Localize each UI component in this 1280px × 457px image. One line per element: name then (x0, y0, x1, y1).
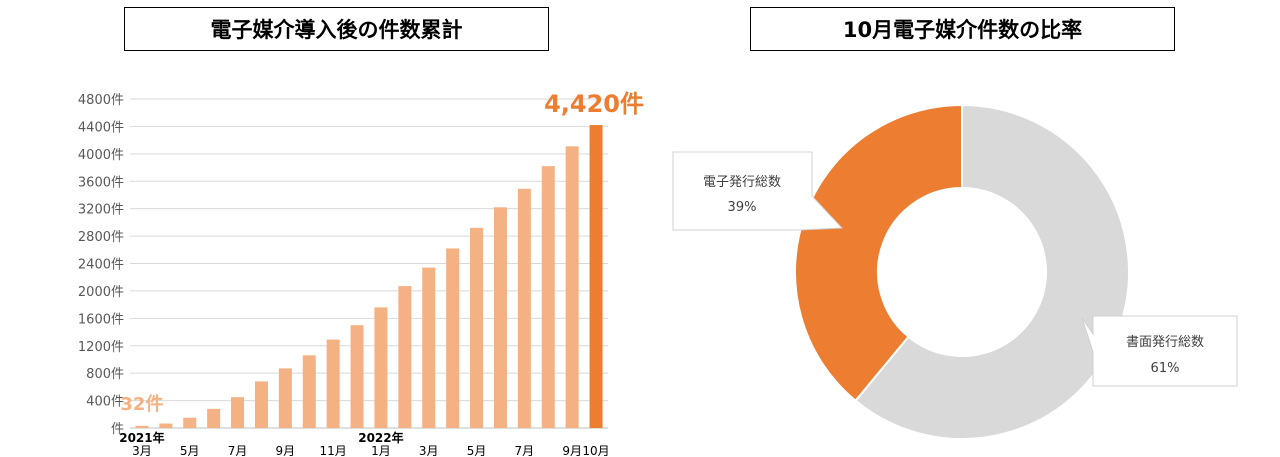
y-tick-label: 1200件 (78, 340, 124, 355)
year-label: 2022年 (358, 430, 403, 445)
donut-slice-paper (854, 103, 1130, 440)
x-tick-label: 9月 (562, 444, 582, 457)
bar (422, 267, 436, 428)
y-tick-label: 4800件 (78, 93, 124, 108)
callout-paper (1081, 315, 1238, 387)
first-value-label: 32件 (120, 393, 163, 415)
y-tick-label: 4000件 (78, 148, 124, 163)
donut-callouts: 電子発行総数 39% 書面発行総数 61% (672, 151, 1238, 387)
x-tick-label: 7月 (515, 444, 535, 457)
y-tick-label: 2800件 (78, 230, 124, 245)
y-tick-label: 3600件 (78, 175, 124, 190)
callout-electronic-value: 39% (728, 200, 757, 215)
x-tick-label: 3月 (419, 444, 439, 457)
donut-chart (793, 103, 1130, 440)
donut-slice-electronic (793, 103, 963, 403)
bar (159, 423, 173, 428)
y-tick-label: 1600件 (78, 312, 124, 327)
callout-paper-label: 書面発行総数 (1126, 335, 1204, 350)
callout-paper-value: 61% (1151, 361, 1180, 376)
bar (326, 339, 340, 428)
x-tick-label: 9月 (276, 444, 296, 457)
bar-y-axis: 件 400件 800件 1200件 1600件 2000件 2400件 2800件 3200件 3… (78, 93, 124, 437)
x-tick-label: 5月 (467, 444, 487, 457)
bar (207, 408, 221, 428)
year-label: 2021年 (119, 430, 164, 445)
bar (517, 188, 531, 428)
y-tick-label: 4400件 (78, 120, 124, 135)
y-tick-label: 件 (111, 422, 124, 437)
bar (493, 207, 507, 428)
x-tick-label: 7月 (228, 444, 248, 457)
bar (254, 381, 268, 428)
bar (183, 417, 197, 428)
y-tick-label: 2400件 (78, 258, 124, 273)
y-tick-label: 800件 (86, 367, 124, 382)
bar (470, 227, 484, 428)
bar (446, 248, 460, 428)
bar (278, 368, 292, 428)
bar (135, 425, 149, 428)
x-tick-label: 5月 (180, 444, 200, 457)
y-tick-label: 2000件 (78, 285, 124, 300)
bar (589, 125, 603, 428)
bar (374, 307, 388, 428)
bar (350, 325, 364, 428)
bar-gridlines (130, 98, 608, 429)
callout-electronic (672, 151, 844, 231)
bar (231, 397, 245, 428)
bar (541, 166, 555, 428)
bar (398, 286, 412, 428)
y-tick-label: 400件 (86, 395, 124, 410)
bar-annotations: 32件 4,420件 (120, 90, 644, 415)
bar-series (135, 125, 603, 428)
x-tick-label: 11月 (320, 444, 347, 457)
x-tick-label: 1月 (371, 444, 391, 457)
x-tick-label: 10月 (582, 444, 609, 457)
last-value-label: 4,420件 (544, 90, 644, 118)
callout-electronic-label: 電子発行総数 (703, 175, 781, 190)
pie-chart-title: 10月電子媒介件数の比率 (750, 7, 1175, 51)
bar-chart-title: 電子媒介導入後の件数累計 (124, 7, 549, 51)
y-tick-label: 3200件 (78, 203, 124, 218)
x-tick-label: 3月 (132, 444, 152, 457)
bar (302, 355, 316, 428)
bar (565, 146, 579, 428)
